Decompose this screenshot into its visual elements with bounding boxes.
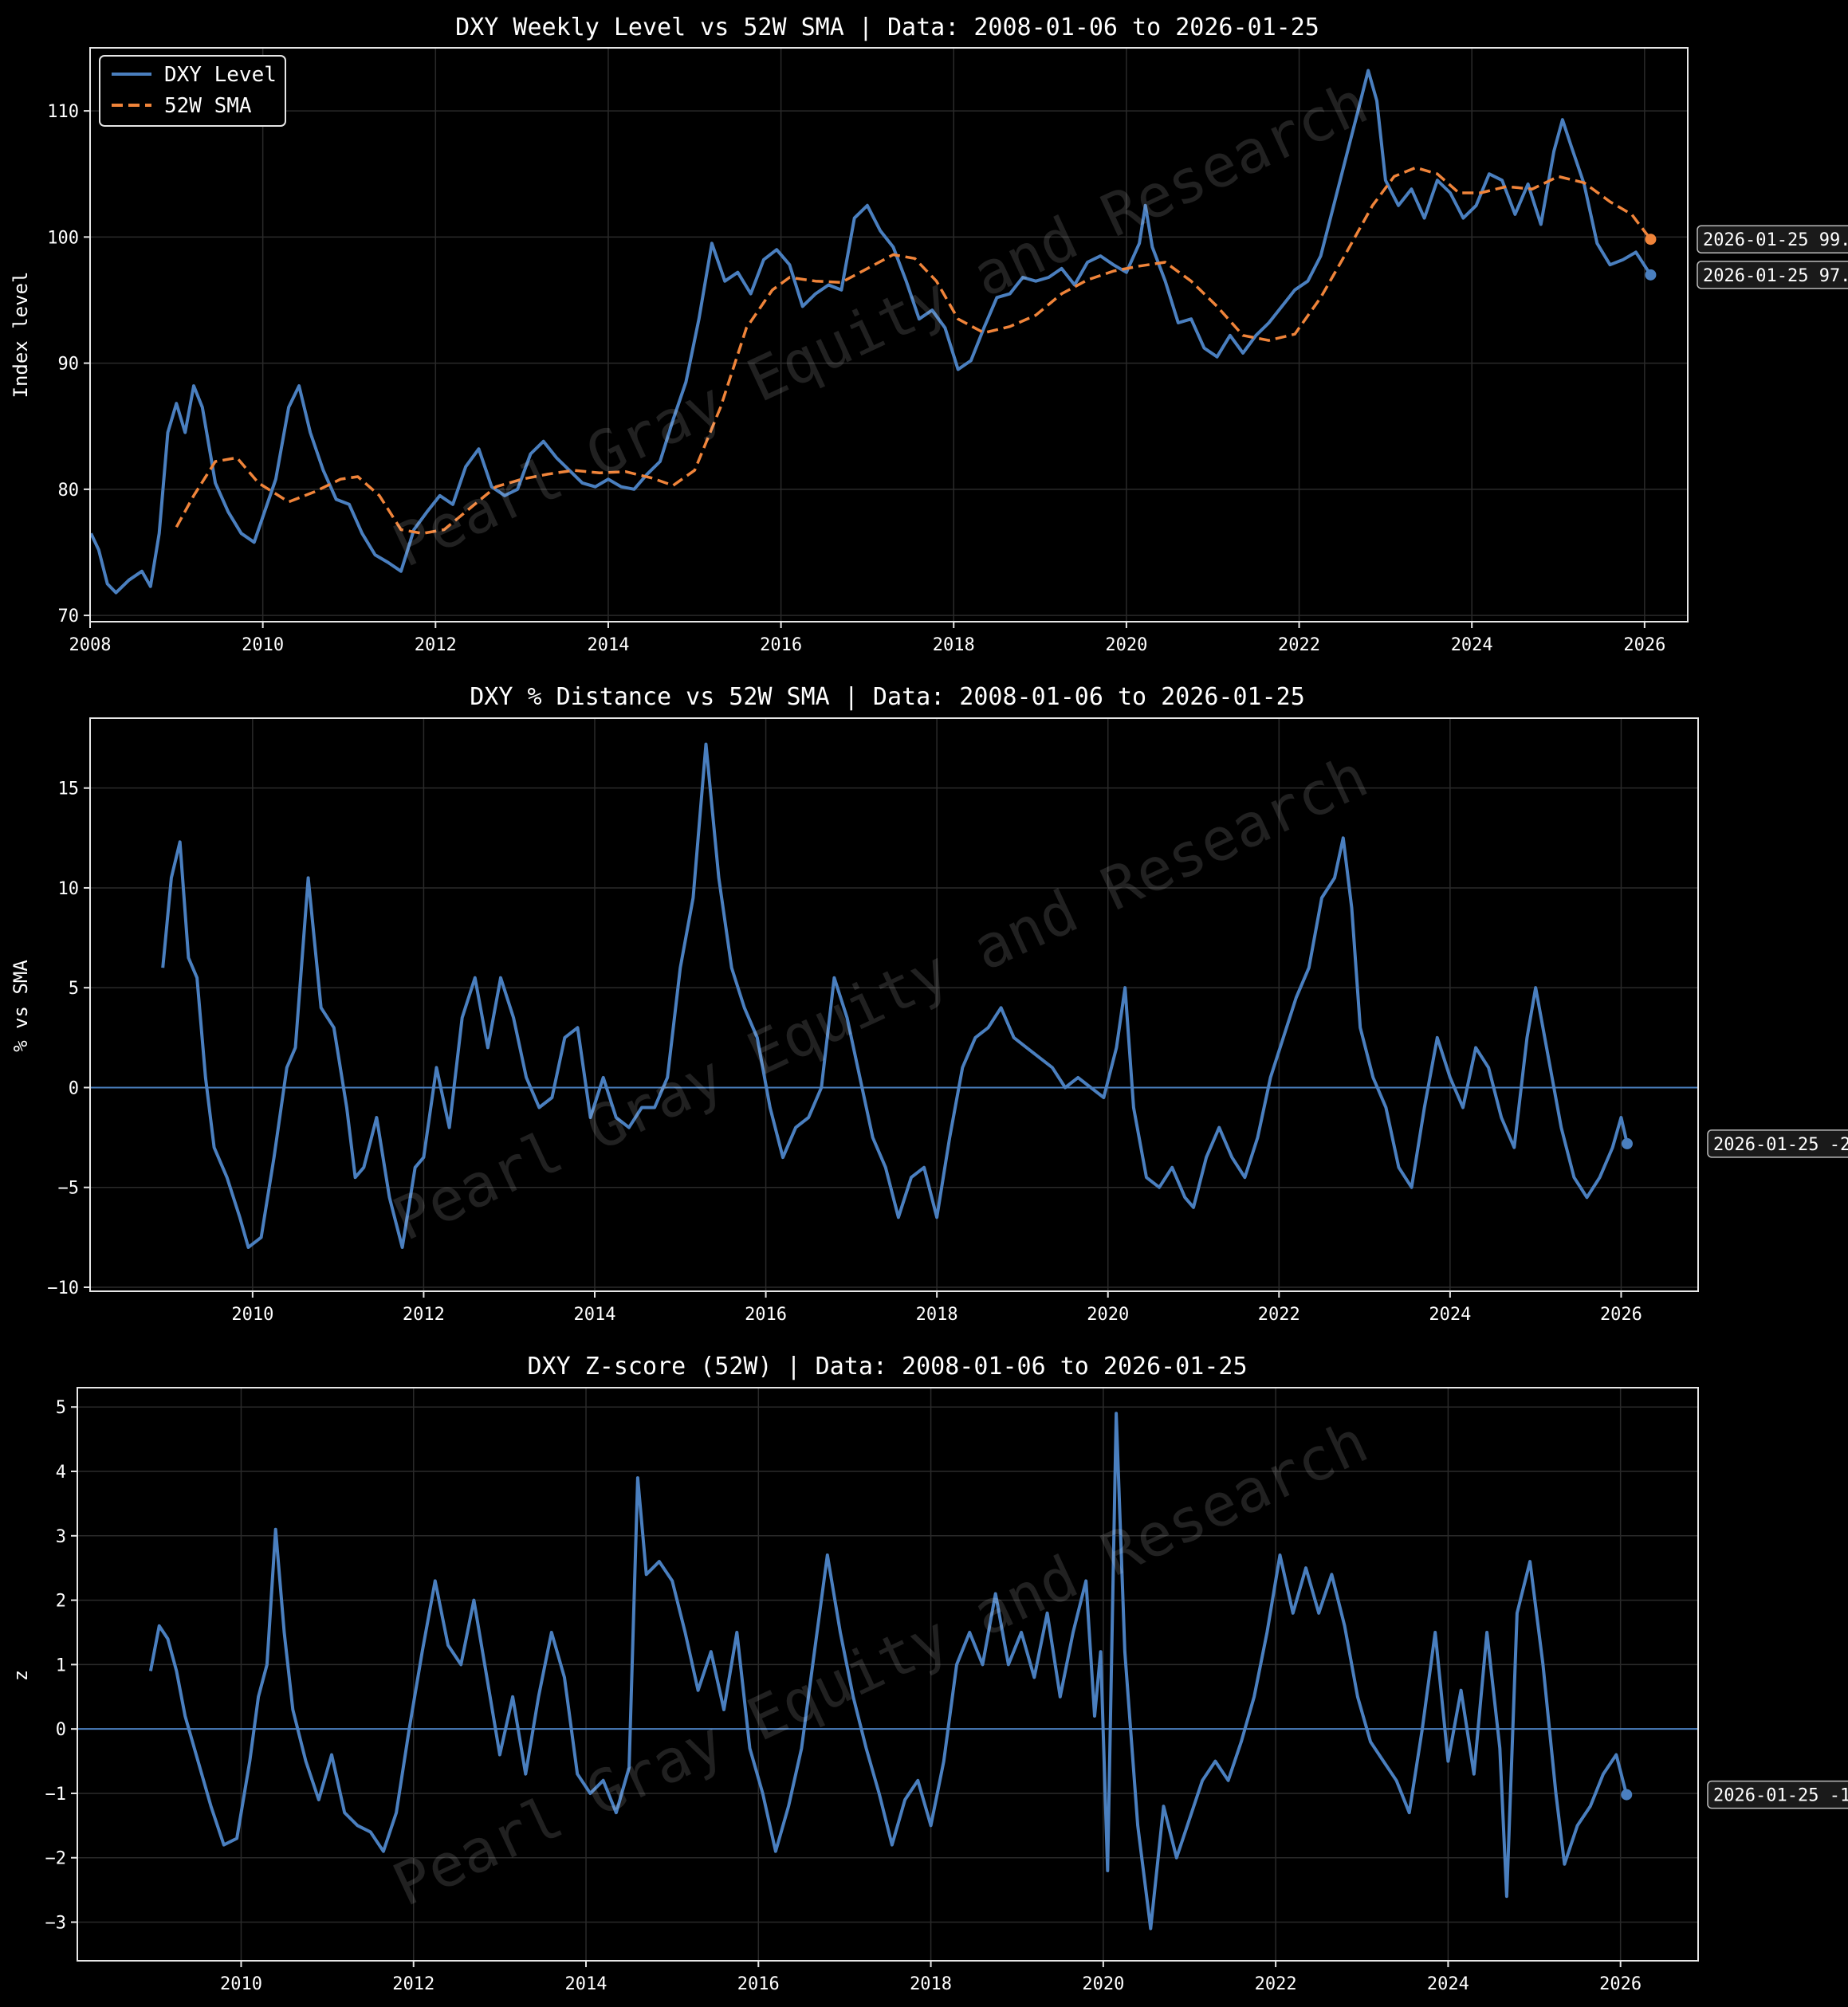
y-tick-group: −3 −2 −1 0 1 2 3 4 5 <box>45 1398 77 1934</box>
grid-lines <box>77 1388 1698 1961</box>
y-tick-label: 100 <box>47 228 79 248</box>
y-tick-label: 5 <box>56 1398 66 1418</box>
y-tick-label: −3 <box>45 1914 67 1934</box>
x-tick-label: 2018 <box>933 635 975 655</box>
y-tick-label: 110 <box>47 102 79 122</box>
end-value-label: 2026-01-25 -1.02 <box>1713 1786 1848 1806</box>
y-tick-label: 4 <box>56 1463 66 1483</box>
series-line <box>161 742 1629 1249</box>
end-value-label-box <box>1707 1129 1848 1158</box>
x-tick-label: 2014 <box>574 1305 616 1325</box>
end-value-label: 2026-01-25 -2.81 <box>1713 1135 1848 1155</box>
y-tick-label: 1 <box>56 1655 66 1675</box>
legend: DXY Level 52W SMA <box>99 55 286 127</box>
y-tick-label: 5 <box>69 979 79 999</box>
x-tick-label: 2018 <box>910 1974 952 1994</box>
y-tick-label: −10 <box>47 1278 79 1298</box>
y-tick-group: 70 80 90 100 110 <box>47 102 90 626</box>
x-tick-label: 2010 <box>242 635 284 655</box>
y-tick-label: 70 <box>58 607 80 626</box>
x-tick-label: 2022 <box>1258 1305 1300 1325</box>
y-axis-label: Index level <box>10 272 32 399</box>
series-group <box>161 742 1629 1249</box>
series-group <box>148 1412 1629 1930</box>
x-tick-label: 2022 <box>1278 635 1320 655</box>
end-marker-group: 2026-01-25 -2.81 <box>1621 1129 1848 1158</box>
grid-lines <box>89 48 1688 622</box>
y-tick-label: 10 <box>58 879 80 899</box>
y-axis-label: z <box>10 1670 32 1681</box>
x-tick-label: 2026 <box>1599 1974 1642 1994</box>
plot-frame <box>89 47 1689 623</box>
x-tick-label: 2014 <box>587 635 629 655</box>
x-tick-group: 2010 2012 2014 2016 2018 2020 2022 2024 2026 <box>220 1961 1642 1994</box>
end-marker <box>1645 269 1657 281</box>
chart-title: DXY % Distance vs 52W SMA | Data: 2008-0… <box>470 683 1305 711</box>
x-tick-label: 2012 <box>415 635 457 655</box>
panel-dxy-level: DXY Weekly Level vs 52W SMA | Data: 2008… <box>10 14 1848 655</box>
x-tick-label: 2026 <box>1623 635 1665 655</box>
y-axis-label: % vs SMA <box>10 960 32 1052</box>
x-tick-label: 2010 <box>220 1974 262 1994</box>
y-tick-label: −2 <box>45 1849 67 1869</box>
panel-pct-distance: DXY % Distance vs 52W SMA | Data: 2008-0… <box>10 683 1848 1325</box>
end-value-label-box <box>1707 1780 1848 1809</box>
x-tick-label: 2024 <box>1429 1305 1471 1325</box>
plot-frame <box>89 717 1699 1292</box>
end-value-label-box <box>1697 225 1848 253</box>
x-tick-label: 2020 <box>1087 1305 1129 1325</box>
end-marker <box>1621 1137 1633 1149</box>
end-marker <box>1645 234 1657 245</box>
x-tick-label: 2016 <box>737 1974 780 1994</box>
y-tick-label: 3 <box>56 1527 66 1547</box>
end-marker-group: 2026-01-25 -1.02 <box>1621 1780 1848 1809</box>
x-tick-label: 2024 <box>1427 1974 1469 1994</box>
series-line <box>148 1412 1629 1930</box>
y-tick-label: −5 <box>58 1179 80 1199</box>
y-tick-label: 0 <box>56 1720 66 1740</box>
y-tick-label: 0 <box>69 1078 79 1098</box>
y-tick-label: 80 <box>58 481 80 501</box>
end-marker <box>1621 1789 1633 1801</box>
x-tick-label: 2012 <box>403 1305 445 1325</box>
y-tick-label: 90 <box>58 355 80 375</box>
x-tick-label: 2012 <box>392 1974 434 1994</box>
y-tick-label: 15 <box>58 780 80 799</box>
x-tick-label: 2016 <box>745 1305 787 1325</box>
series-line <box>89 69 1653 595</box>
x-tick-label: 2016 <box>760 635 802 655</box>
x-tick-label: 2010 <box>231 1305 273 1325</box>
x-tick-label: 2020 <box>1082 1974 1124 1994</box>
legend-label-sma: 52W SMA <box>164 94 252 118</box>
plot-frame <box>77 1387 1699 1962</box>
end-marker-group: 2026-01-25 97.020 2026-01-25 99.821 <box>1645 225 1848 289</box>
x-tick-label: 2024 <box>1451 635 1493 655</box>
x-tick-label: 2026 <box>1600 1305 1642 1325</box>
x-tick-label: 2018 <box>916 1305 958 1325</box>
panel-zscore: DXY Z-score (52W) | Data: 2008-01-06 to … <box>10 1353 1848 1994</box>
x-tick-group: 2010 2012 2014 2016 2018 2020 2022 2024 2026 <box>231 1291 1642 1325</box>
y-tick-group: −10 −5 0 5 10 15 <box>47 780 90 1298</box>
chart-title: DXY Z-score (52W) | Data: 2008-01-06 to … <box>527 1353 1247 1381</box>
y-tick-label: 2 <box>56 1592 66 1612</box>
chart-title: DXY Weekly Level vs 52W SMA | Data: 2008… <box>455 14 1319 41</box>
series-group <box>89 69 1653 595</box>
end-value-label-box <box>1697 261 1848 289</box>
x-tick-group: 2008 2010 2012 2014 2016 2018 2020 2022 2024 2026 <box>69 622 1665 655</box>
x-tick-label: 2022 <box>1255 1974 1297 1994</box>
y-tick-label: −1 <box>45 1785 67 1805</box>
end-value-label: 2026-01-25 97.020 <box>1703 266 1848 286</box>
x-tick-label: 2020 <box>1105 635 1147 655</box>
sma-line <box>175 166 1652 535</box>
x-tick-label: 2008 <box>69 635 112 655</box>
x-tick-label: 2014 <box>565 1974 607 1994</box>
legend-label-dxy: DXY Level <box>164 63 277 87</box>
end-value-label: 2026-01-25 99.821 <box>1703 230 1848 250</box>
